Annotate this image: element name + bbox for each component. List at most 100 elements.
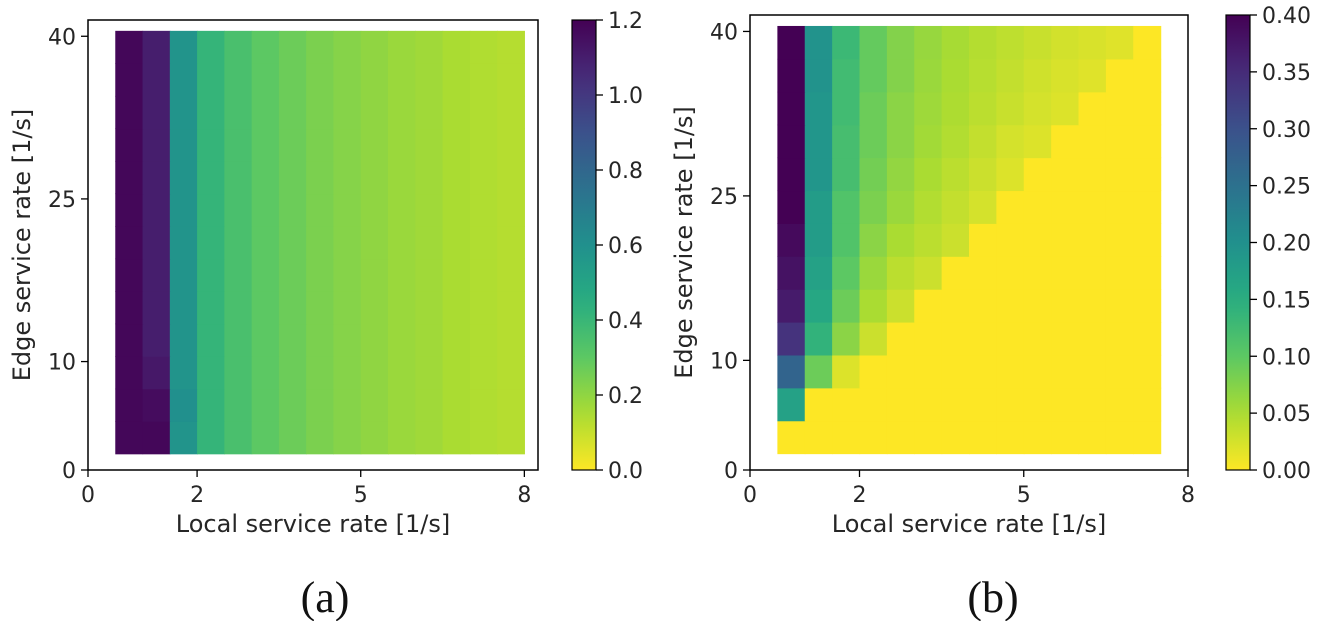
heatmap-cell: [469, 421, 498, 455]
heatmap-cell: [914, 289, 943, 323]
heatmap-cells-b: [777, 25, 1162, 455]
heatmap-cell: [497, 421, 525, 455]
heatmap-cell: [469, 356, 498, 390]
heatmap-cell: [886, 321, 915, 356]
heatmap-cell: [197, 30, 225, 64]
heatmap-cell: [914, 354, 943, 389]
heatmap-cell: [1078, 25, 1107, 60]
heatmap-cell: [115, 291, 144, 325]
heatmap-cell: [1051, 289, 1080, 323]
heatmap-cell: [859, 124, 888, 159]
heatmap-cell: [251, 63, 280, 97]
heatmap-cell: [1023, 387, 1052, 422]
heatmap-cell: [804, 58, 833, 93]
heatmap-cell: [169, 128, 198, 162]
heatmap-cell: [469, 95, 498, 130]
heatmap-cell: [115, 421, 144, 455]
x-tick-label: 0: [743, 483, 757, 508]
heatmap-cell: [469, 30, 498, 64]
heatmap-cell: [442, 258, 471, 292]
heatmap-cell: [360, 95, 389, 130]
heatmap-cell: [1078, 91, 1107, 126]
heatmap-cell: [142, 63, 171, 97]
heatmap-cell: [388, 95, 416, 130]
heatmap-cell: [804, 223, 833, 257]
heatmap-cell: [777, 58, 806, 93]
x-ticks-b: 0 2 5 8: [743, 470, 1195, 508]
heatmap-cell: [197, 388, 225, 422]
heatmap-cell: [914, 157, 943, 192]
heatmap-cell: [469, 63, 498, 97]
heatmap-cell: [969, 157, 997, 192]
heatmap-cell: [142, 421, 171, 455]
heatmap-cell: [886, 91, 915, 126]
heatmap-cell: [777, 420, 806, 455]
heatmap-cell: [777, 256, 806, 290]
heatmap-cell: [415, 160, 444, 195]
colorbar-tick-label: 0.00: [1262, 459, 1311, 484]
heatmap-cell: [777, 190, 806, 224]
heatmap-cell: [251, 258, 280, 292]
heatmap-cell: [996, 387, 1025, 422]
heatmap-cell: [777, 321, 806, 356]
heatmap-cell: [415, 421, 444, 455]
heatmap-cell: [1133, 157, 1162, 192]
heatmap-cell: [1051, 124, 1080, 159]
colorbar-tick-label: 0.0: [608, 459, 643, 484]
colorbar-tick-label: 0.20: [1262, 232, 1311, 257]
heatmap-cell: [360, 193, 389, 227]
heatmap-cell: [969, 321, 997, 356]
x-tick-label: 2: [853, 483, 867, 508]
heatmap-cell: [497, 323, 525, 357]
heatmap-cell: [415, 258, 444, 292]
heatmap-cell: [996, 190, 1025, 224]
heatmap-cell: [804, 91, 833, 126]
heatmap-cell: [197, 95, 225, 130]
heatmap-cell: [415, 63, 444, 97]
heatmap-cell: [197, 128, 225, 162]
heatmap-cells-a: [115, 30, 525, 455]
heatmap-cell: [278, 226, 307, 260]
heatmap-cell: [996, 256, 1025, 290]
heatmap-cell: [1105, 289, 1134, 323]
heatmap-cell: [278, 128, 307, 162]
heatmap-cell: [886, 420, 915, 455]
heatmap-cell: [224, 30, 253, 64]
heatmap-cell: [1023, 124, 1052, 159]
y-tick-label: 10: [710, 349, 738, 374]
heatmap-cell: [224, 323, 253, 357]
heatmap-cell: [360, 30, 389, 64]
heatmap-cell: [886, 124, 915, 159]
heatmap-cell: [115, 258, 144, 292]
heatmap-cell: [469, 128, 498, 162]
heatmap-cell: [832, 321, 861, 356]
colorbar-tick-label: 0.4: [608, 309, 643, 334]
heatmap-cell: [469, 258, 498, 292]
heatmap-cell: [306, 356, 335, 390]
y-ticks-b: 0 10 25 40: [710, 20, 750, 484]
heatmap-cell: [278, 421, 307, 455]
heatmap-cell: [251, 226, 280, 260]
heatmap-cell: [777, 91, 806, 126]
heatmap-cell: [777, 289, 806, 323]
x-tick-label: 5: [354, 483, 368, 508]
heatmap-cell: [1105, 256, 1134, 290]
heatmap-cell: [1133, 58, 1162, 93]
y-tick-label: 40: [48, 25, 76, 50]
heatmap-cell: [941, 387, 970, 422]
heatmap-cell: [497, 63, 525, 97]
colorbar-tick-label: 0.8: [608, 159, 643, 184]
colorbar-a: [571, 19, 597, 471]
heatmap-cell: [1023, 256, 1052, 290]
heatmap-cell: [914, 256, 943, 290]
y-axis-label-b: Edge service rate [1/s]: [670, 106, 698, 379]
heatmap-cell: [1133, 354, 1162, 389]
heatmap-cell: [360, 421, 389, 455]
heatmap-cell: [333, 226, 362, 260]
heatmap-cell: [360, 388, 389, 422]
heatmap-cell: [306, 388, 335, 422]
heatmap-cell: [1105, 354, 1134, 389]
heatmap-cell: [251, 193, 280, 227]
heatmap-cell: [1051, 321, 1080, 356]
heatmap-cell: [251, 291, 280, 325]
